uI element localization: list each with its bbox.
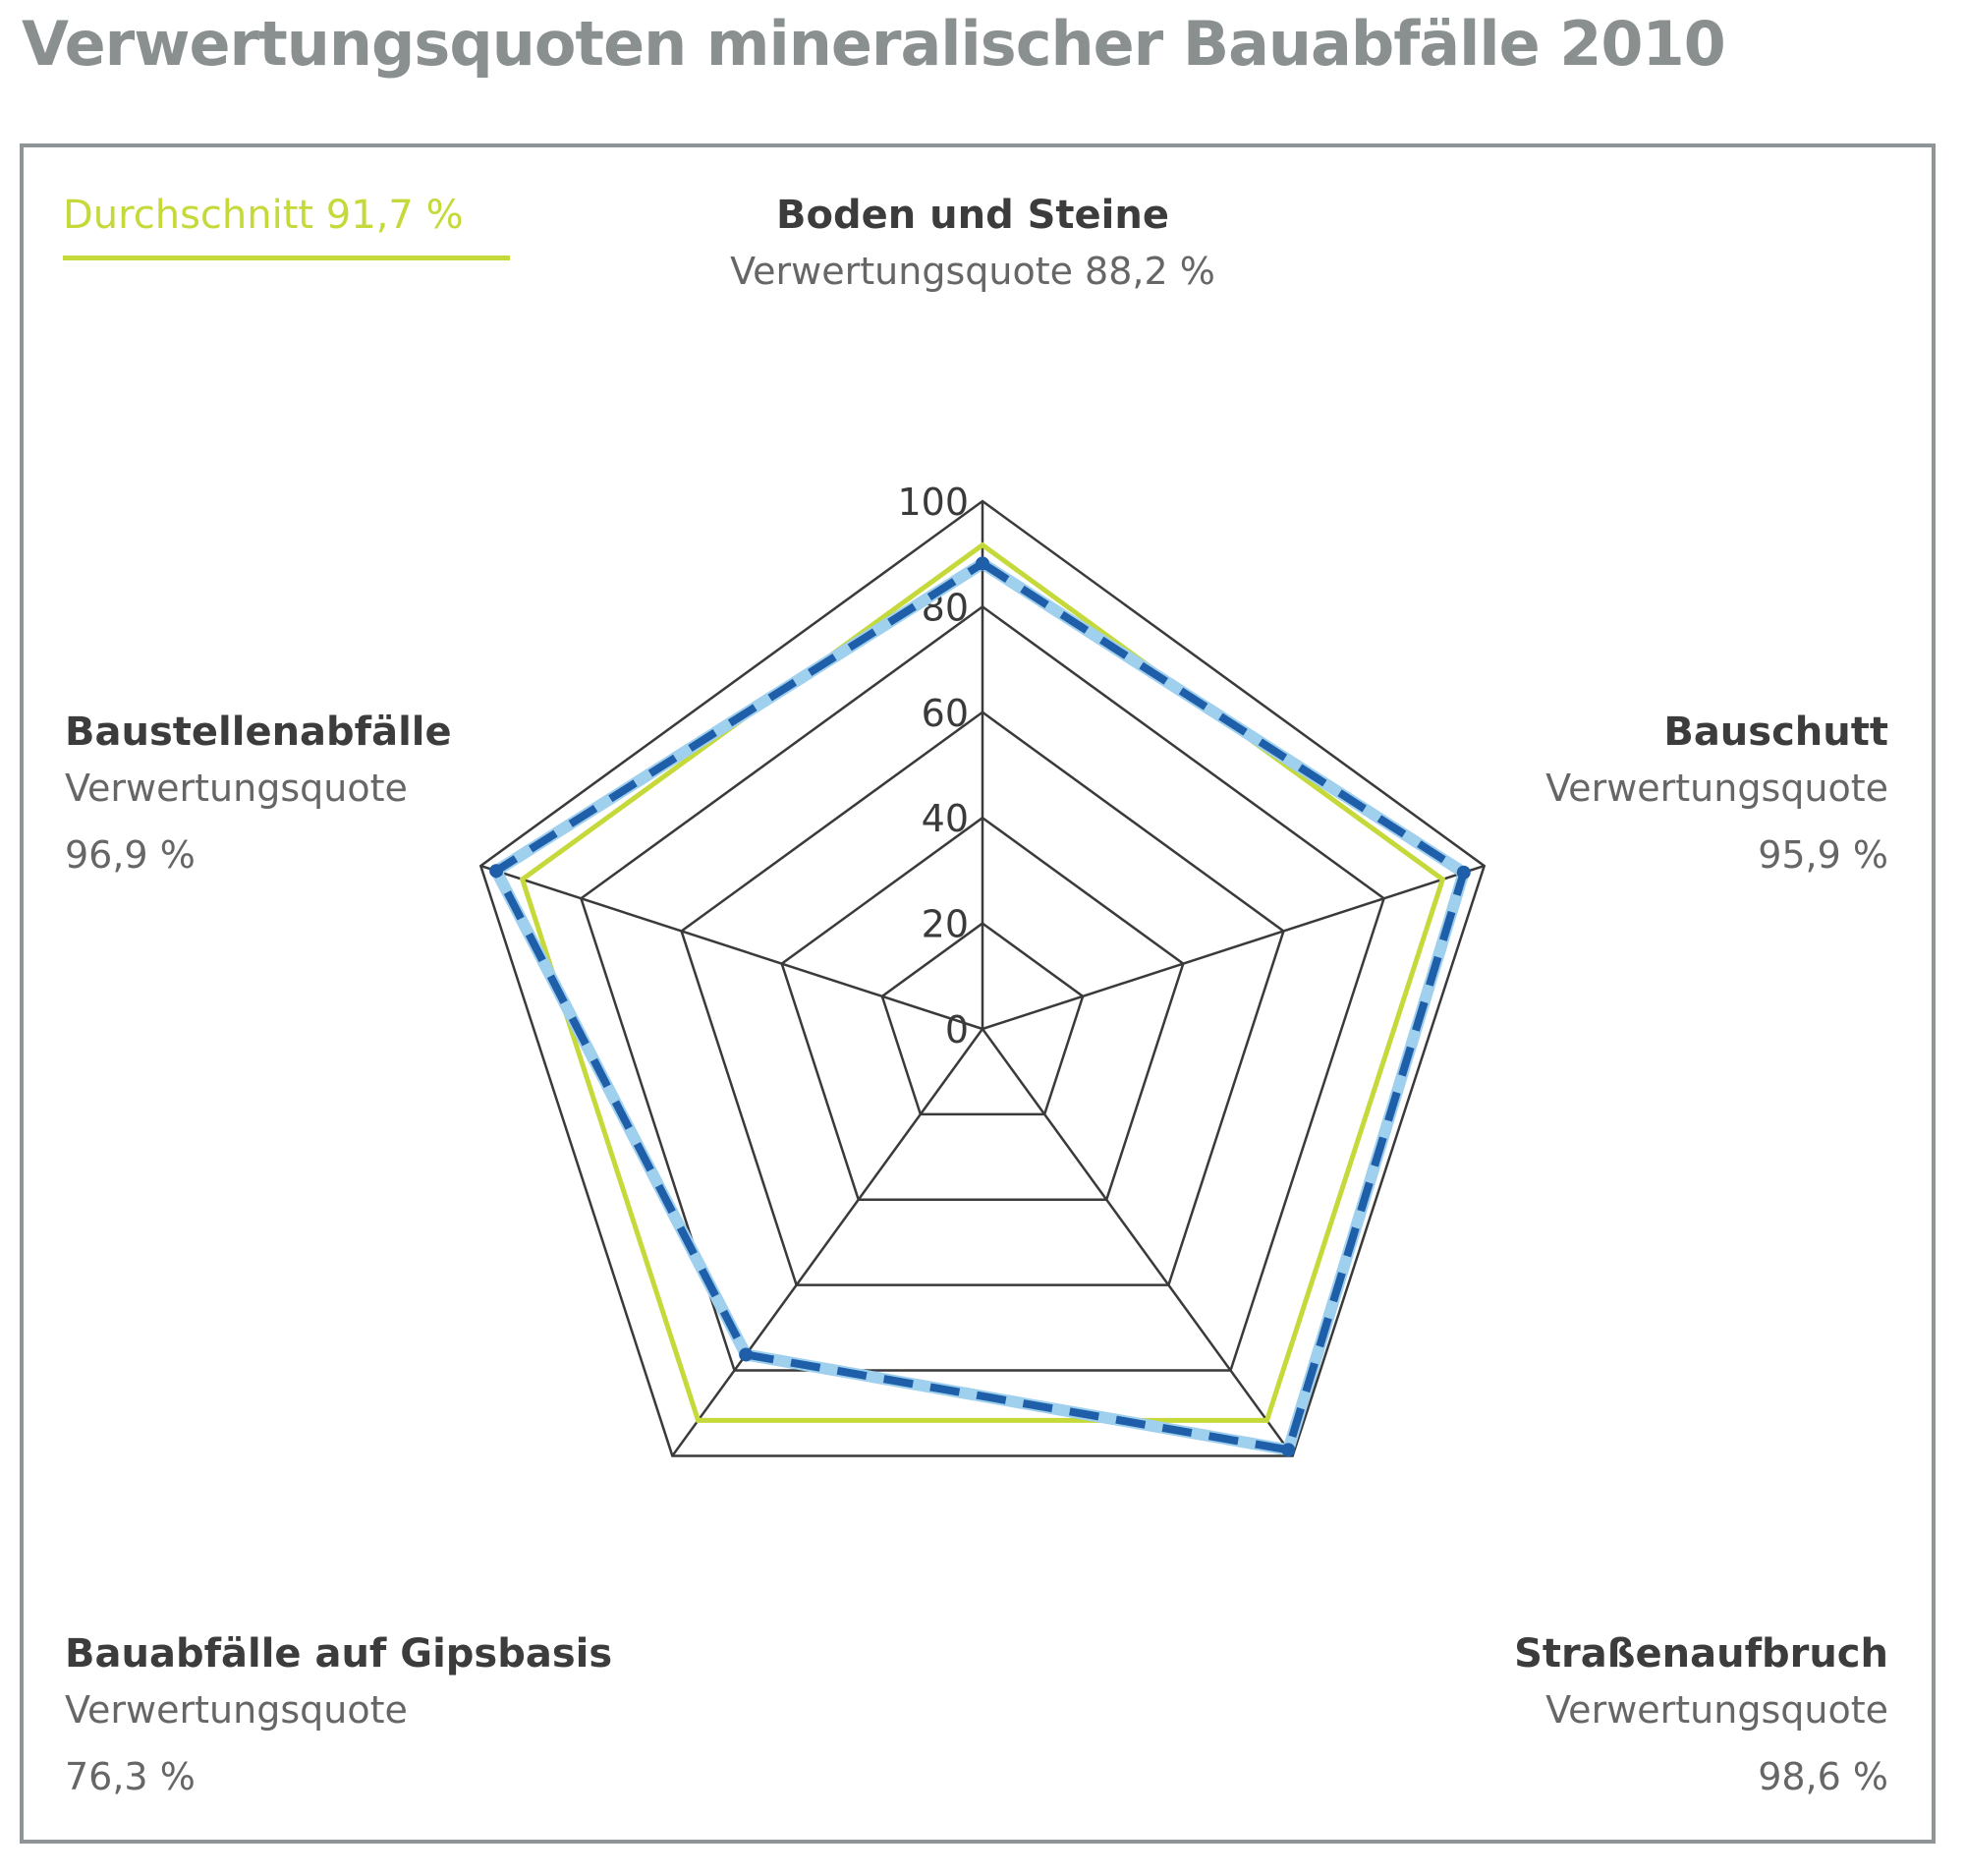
label-strassenaufbruch: Straßenaufbruch Verwertungsquote 98,6 % — [1514, 1631, 1888, 1810]
category-name: Boden und Steine — [775, 193, 1170, 238]
chart-frame — [20, 143, 1936, 1844]
series-point — [976, 556, 989, 571]
label-bauabfaelle-gipsbasis: Bauabfälle auf Gipsbasis Verwertungsquot… — [65, 1631, 612, 1810]
tick-label: 100 — [897, 481, 969, 524]
category-name: Bauabfälle auf Gipsbasis — [65, 1631, 613, 1677]
category-name: Bauschutt — [1663, 710, 1888, 755]
category-quota: Verwertungsquote — [65, 1688, 408, 1732]
tick-label: 20 — [922, 903, 969, 946]
category-name: Straßenaufbruch — [1514, 1631, 1888, 1677]
grid-ring-20 — [880, 922, 1085, 1116]
radar-axes — [479, 501, 1486, 1457]
category-quota: Verwertungsquote 88,2 % — [730, 250, 1215, 293]
legend-average-label: Durchschnitt 91,7 % — [63, 193, 464, 238]
radar-grid — [478, 499, 1487, 1457]
grid-ring-100 — [478, 499, 1487, 1457]
chart-title: Verwertungsquoten mineralischer Bauabfäl… — [22, 8, 1726, 80]
average-polygon — [519, 541, 1446, 1423]
label-baustellenabfaelle: Baustellenabfälle Verwertungsquote 96,9 … — [65, 710, 452, 888]
category-name: Baustellenabfälle — [65, 710, 452, 755]
category-quota: Verwertungsquote — [1545, 1688, 1888, 1732]
series-polygon — [492, 559, 1468, 1454]
category-value: 98,6 % — [1758, 1755, 1888, 1798]
radar-series — [489, 541, 1471, 1457]
label-boden-und-steine: Boden und Steine Verwertungsquote 88,2 % — [730, 193, 1215, 305]
axis-spoke — [982, 864, 1486, 1031]
series-polygon-outline — [490, 557, 1470, 1456]
axis-spoke — [981, 1028, 1294, 1457]
tick-label: 0 — [945, 1008, 969, 1052]
series-point — [739, 1347, 754, 1362]
grid-ring-60 — [680, 711, 1285, 1286]
series-point — [1281, 1443, 1296, 1457]
label-bauschutt: Bauschutt Verwertungsquote 95,9 % — [1545, 710, 1888, 888]
category-value: 76,3 % — [65, 1755, 196, 1798]
category-quota: Verwertungsquote — [65, 767, 408, 810]
legend-average-line — [63, 256, 510, 260]
category-quota: Verwertungsquote — [1545, 767, 1888, 810]
axis-spoke — [479, 864, 983, 1031]
category-value: 96,9 % — [65, 833, 196, 877]
category-value: 95,9 % — [1758, 833, 1888, 877]
legend: Durchschnitt 91,7 % — [63, 193, 510, 260]
series-point — [489, 864, 504, 879]
series-point — [1456, 865, 1471, 880]
axis-spoke — [671, 1028, 984, 1457]
tick-label: 40 — [922, 797, 969, 840]
grid-ring-80 — [579, 604, 1386, 1372]
grid-ring-40 — [780, 816, 1185, 1202]
tick-label: 60 — [922, 692, 969, 735]
